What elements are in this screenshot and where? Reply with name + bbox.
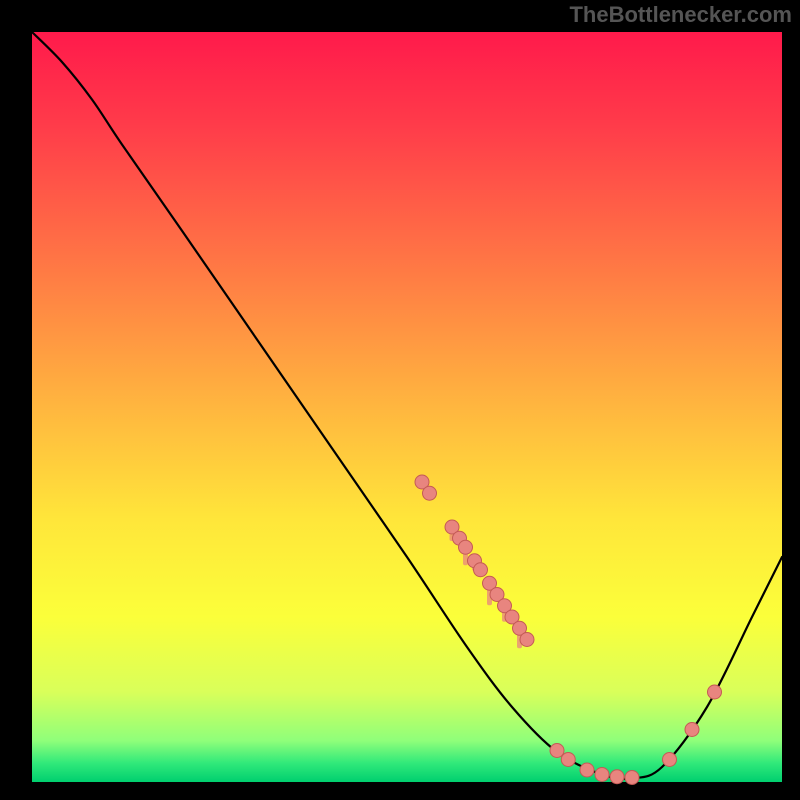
data-marker <box>580 763 594 777</box>
data-marker <box>685 723 699 737</box>
data-marker <box>595 768 609 782</box>
data-marker <box>423 486 437 500</box>
data-marker <box>708 685 722 699</box>
data-marker <box>561 753 575 767</box>
chart-container: TheBottlenecker.com <box>0 0 800 800</box>
watermark-text: TheBottlenecker.com <box>569 2 792 28</box>
data-marker <box>663 753 677 767</box>
bottleneck-curve-chart <box>0 0 800 800</box>
data-marker <box>625 771 639 785</box>
data-marker <box>520 633 534 647</box>
data-marker <box>610 770 624 784</box>
plot-background <box>32 32 782 782</box>
data-marker <box>474 563 488 577</box>
data-marker <box>459 540 473 554</box>
data-marker <box>550 744 564 758</box>
